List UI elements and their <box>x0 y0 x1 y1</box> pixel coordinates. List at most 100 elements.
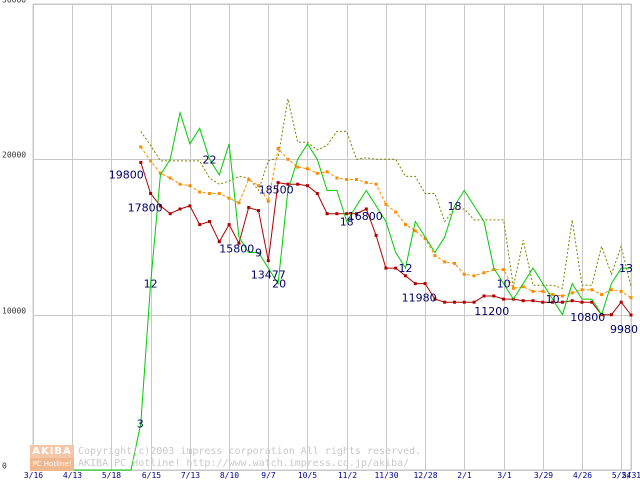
y-tick-label: 30000 <box>2 0 26 5</box>
series-avg-point <box>315 171 319 175</box>
series-avg-point <box>531 289 535 293</box>
data-labels: 19800 17800 15800 13477 18500 16800 11980 11200… <box>109 153 638 430</box>
series-avg-point <box>217 192 221 195</box>
series-avg-point <box>374 182 378 186</box>
series-min-point <box>404 274 407 278</box>
series-avg-point <box>511 286 515 290</box>
series-min-point <box>531 299 535 303</box>
logo-bottom-text: PC Hotline! <box>30 458 74 471</box>
chart-grid <box>32 3 632 471</box>
data-label: 12 <box>144 278 158 291</box>
series-min-point <box>374 233 378 237</box>
series-min-point <box>384 266 388 270</box>
series-avg-point <box>462 272 466 276</box>
series-min-point <box>629 313 633 317</box>
y-tick-label: 10000 <box>2 307 26 316</box>
series-min-point <box>208 220 211 223</box>
series-min-point <box>168 212 172 216</box>
series-avg-point <box>208 192 211 195</box>
series-min-point <box>394 266 398 270</box>
copyright-line: Copyright(c)2003 impress corporation All… <box>78 446 422 457</box>
series-min-point <box>335 212 339 216</box>
data-label: 9980 <box>610 323 638 336</box>
series-avg-point <box>433 254 437 258</box>
data-label: 18500 <box>259 184 294 197</box>
series-avg-point <box>296 165 300 169</box>
series-min-point <box>306 184 309 188</box>
series-min-point <box>266 259 270 263</box>
data-label: 16800 <box>348 210 383 223</box>
data-label: 18 <box>448 200 462 213</box>
x-tick-label: 5/18 <box>102 471 121 480</box>
data-label: 10 <box>497 278 511 291</box>
x-tick-label: 3/1 <box>497 471 512 480</box>
series-min-point <box>443 300 447 304</box>
series-min-point <box>580 300 584 304</box>
series-min-point <box>345 212 349 216</box>
series-min-point <box>413 282 417 286</box>
series-avg-point <box>394 210 398 214</box>
series-avg-point <box>521 285 525 289</box>
series-avg-point <box>619 289 623 293</box>
series-min-point <box>541 300 545 304</box>
data-label: 11980 <box>402 292 437 305</box>
series-avg-point <box>590 288 594 292</box>
series-avg-point <box>325 170 329 174</box>
series-avg-point <box>580 288 584 292</box>
series-min-point <box>217 240 221 244</box>
series-avg-point <box>453 261 456 265</box>
series-avg-point <box>570 291 574 295</box>
series-min-point <box>355 212 358 216</box>
series-min-point <box>462 300 466 304</box>
series-min-point <box>257 209 260 213</box>
series-avg-point <box>139 145 143 149</box>
series-min-point <box>590 300 594 304</box>
x-tick-label: 4/13 <box>63 471 82 480</box>
series-avg-point <box>472 274 476 278</box>
series-min-point <box>423 282 427 286</box>
series-min-point <box>227 223 231 227</box>
y-tick-label: 0 <box>2 462 7 471</box>
data-label: 10 <box>546 293 560 306</box>
x-tick-label: 7/13 <box>181 471 200 480</box>
data-label: 9 <box>255 247 262 260</box>
series-min-point <box>453 300 456 304</box>
series-min-point <box>149 192 153 195</box>
series-min-point <box>237 241 241 245</box>
data-label: 3 <box>137 417 144 430</box>
series-min-point <box>551 300 555 304</box>
data-label: 15800 <box>219 243 254 256</box>
data-label: 19800 <box>109 168 144 181</box>
series-avg-point <box>188 184 192 188</box>
series-min-point <box>570 299 574 303</box>
series-min-point <box>247 206 251 209</box>
x-tick-label: 6/15 <box>142 471 161 480</box>
series-avg-point <box>335 176 339 180</box>
series-avg-point <box>355 178 358 181</box>
series-avg-point <box>168 176 172 180</box>
series-avg-point <box>227 196 231 200</box>
data-label: 10800 <box>570 311 605 324</box>
data-label: 18 <box>340 216 354 229</box>
x-tick-label: 11/30 <box>374 471 398 480</box>
data-label: 13 <box>619 262 633 275</box>
series-min-point <box>502 297 506 301</box>
x-tick-label: 11/2 <box>338 471 357 480</box>
series-min-point <box>276 181 280 185</box>
x-axis-ticks: 3/16 4/13 5/18 6/15 7/13 8/10 9/7 10/5 11/2 11/30… <box>24 471 640 480</box>
series-min-point <box>198 223 202 227</box>
url-line: AKIBA PC Hotline! http://www.watch.impre… <box>78 458 410 469</box>
plot-frame <box>32 3 632 471</box>
series-min-point <box>178 207 182 211</box>
series-avg-point <box>276 147 280 150</box>
series-avg-point <box>257 184 260 188</box>
x-tick-label: 5/31 <box>622 471 640 480</box>
x-tick-label: 3/29 <box>534 471 553 480</box>
data-label: 11200 <box>474 305 509 318</box>
series-min-point <box>158 204 162 208</box>
logo-top-text: AKIBA <box>30 445 74 458</box>
series-avg-point <box>345 178 349 181</box>
copyright-watermark: AKIBA PC Hotline! Copyright(c)2003 impre… <box>30 445 510 471</box>
series-min-point <box>315 192 319 195</box>
series-max-line <box>140 98 632 289</box>
